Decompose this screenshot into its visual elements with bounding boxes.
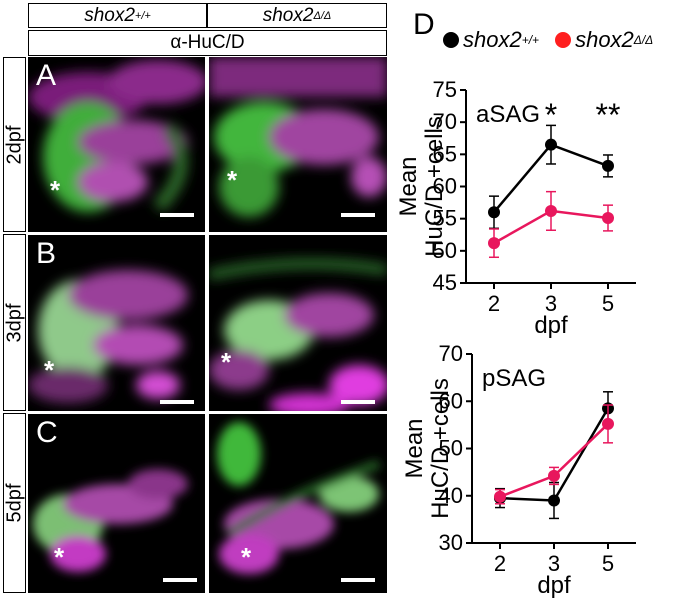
legend: shox2 +/+ shox2 Δ/Δ — [443, 27, 653, 53]
micrograph-2dpf-wildtype-image — [28, 60, 205, 212]
chart1-data-point-0 — [602, 159, 614, 172]
chart1-data-point-1 — [545, 204, 557, 217]
legend-genotype-mutant: Δ/Δ — [633, 33, 654, 47]
chart1-y-tick-label: 45 — [433, 270, 457, 295]
chart2-y-tick-label: 70 — [439, 341, 463, 366]
col-header-wildtype: shox2 +/+ — [28, 3, 207, 28]
chart1-data-point-1 — [488, 237, 500, 250]
chart2-y-tick-label: 60 — [439, 388, 463, 413]
micrograph-2dpf-wildtype: A * — [28, 57, 205, 232]
micrograph-3dpf-mutant: * — [209, 235, 387, 411]
col-header-mutant-genotype: Δ/Δ — [313, 9, 332, 22]
chart1-y-tick-label: 60 — [433, 174, 457, 199]
row-label-2dpf-text: 2dpf — [3, 125, 25, 164]
chart2-x-tick-label: 3 — [548, 551, 560, 576]
stain-label: α-HuC/D — [28, 30, 387, 56]
micrograph-5dpf-mutant: * — [209, 414, 387, 593]
chart1-x-tick-label: 2 — [488, 291, 500, 316]
chart2-y-tick-label: 50 — [439, 436, 463, 461]
chart1-significance-marker: ** — [596, 97, 621, 133]
scale-bar — [160, 400, 194, 404]
micrograph-2dpf-mutant: * — [209, 57, 387, 232]
asterisk-c-mut: * — [241, 542, 252, 572]
chart2-data-point-1 — [494, 490, 506, 503]
row-label-3dpf-text: 3dpf — [3, 303, 25, 342]
micrograph-5dpf-mutant-image — [217, 422, 381, 574]
chart1-data-point-0 — [545, 138, 557, 151]
chart1-data-point-1 — [602, 212, 614, 225]
chart2-y-axis-label-line2: HuC/D +cells — [427, 378, 454, 519]
row-label-3dpf: 3dpf — [3, 234, 26, 411]
chart2-y-tick-label: 30 — [439, 530, 463, 555]
chart2-x-tick-label: 2 — [494, 551, 506, 576]
panel-letter-b: B — [36, 237, 57, 270]
asterisk-a-mut: * — [227, 165, 238, 195]
asterisk-b-mut: * — [221, 347, 232, 377]
row-label-2dpf: 2dpf — [3, 57, 26, 232]
chart1-data-point-0 — [488, 206, 500, 219]
scale-bar — [163, 578, 197, 582]
chart1-y-tick-label: 55 — [433, 206, 457, 231]
chart1-y-axis-label-line1: Mean — [395, 156, 422, 216]
asterisk-c-wt: * — [54, 542, 65, 572]
chart-asag: 45 50 55 60 65 70 75 2 3 5 dpf Mean HuC/D +cells aSAG… — [395, 77, 636, 338]
chart2-y-tick-label: 40 — [439, 483, 463, 508]
micrograph-3dpf-wildtype-image — [28, 270, 188, 403]
chart2-x-tick-label: 5 — [602, 551, 614, 576]
micrograph-5dpf-wildtype: C * — [28, 414, 205, 593]
chart1-y-axis-label-line2: HuC/D +cells — [421, 116, 448, 257]
micrograph-3dpf-wildtype: B * — [28, 235, 205, 411]
chart2-data-point-0 — [548, 494, 560, 507]
panel-letter-c: C — [36, 416, 58, 449]
chart1-x-axis-label: dpf — [534, 312, 568, 338]
panel-letter-d: D — [413, 8, 435, 41]
panel-letter-a: A — [36, 59, 57, 92]
chart1-title: aSAG — [476, 101, 540, 128]
legend-dot-mutant — [555, 32, 572, 48]
chart2-data-point-1 — [602, 417, 614, 430]
chart1-y-tick-label: 70 — [433, 109, 457, 134]
legend-label-wildtype: shox2 — [463, 27, 522, 52]
legend-genotype-wildtype: +/+ — [521, 33, 540, 47]
scale-bar — [341, 400, 375, 404]
legend-label-mutant: shox2 — [575, 27, 634, 52]
scale-bar — [341, 578, 375, 582]
chart1-y-tick-label: 75 — [433, 77, 457, 102]
micrograph-2dpf-mutant-image — [209, 57, 387, 217]
chart-psag: 30 40 50 60 70 2 3 5 dpf Mean HuC/D +cells pSAG — [401, 341, 636, 598]
asterisk-b-wt: * — [44, 355, 55, 385]
legend-dot-wildtype — [443, 32, 459, 48]
row-label-5dpf-text: 5dpf — [3, 483, 25, 523]
micrograph-3dpf-mutant-image — [209, 258, 387, 411]
chart1-x-tick-label: 5 — [602, 291, 614, 316]
col-header-wildtype-gene: shox2 — [84, 4, 135, 26]
chart1-x-tick-label: 3 — [545, 291, 557, 316]
row-label-5dpf: 5dpf — [3, 413, 26, 593]
col-header-wildtype-genotype: +/+ — [134, 9, 151, 22]
micrograph-5dpf-wildtype-image — [33, 469, 188, 572]
stain-label-text: α-HuC/D — [170, 32, 245, 53]
col-header-mutant: shox2 Δ/Δ — [207, 3, 387, 28]
chart2-data-point-1 — [548, 469, 560, 482]
col-header-mutant-gene: shox2 — [262, 4, 314, 26]
scale-bar — [341, 213, 375, 217]
chart1-significance-marker: * — [545, 97, 557, 133]
chart2-x-axis-label: dpf — [537, 572, 571, 598]
chart1-y-tick-label: 65 — [433, 141, 457, 166]
scale-bar — [160, 213, 194, 217]
chart2-title: pSAG — [482, 365, 546, 392]
chart1-y-tick-label: 50 — [433, 238, 457, 263]
chart2-y-axis-label-line1: Mean — [401, 418, 428, 478]
asterisk-a-wt: * — [50, 175, 61, 205]
